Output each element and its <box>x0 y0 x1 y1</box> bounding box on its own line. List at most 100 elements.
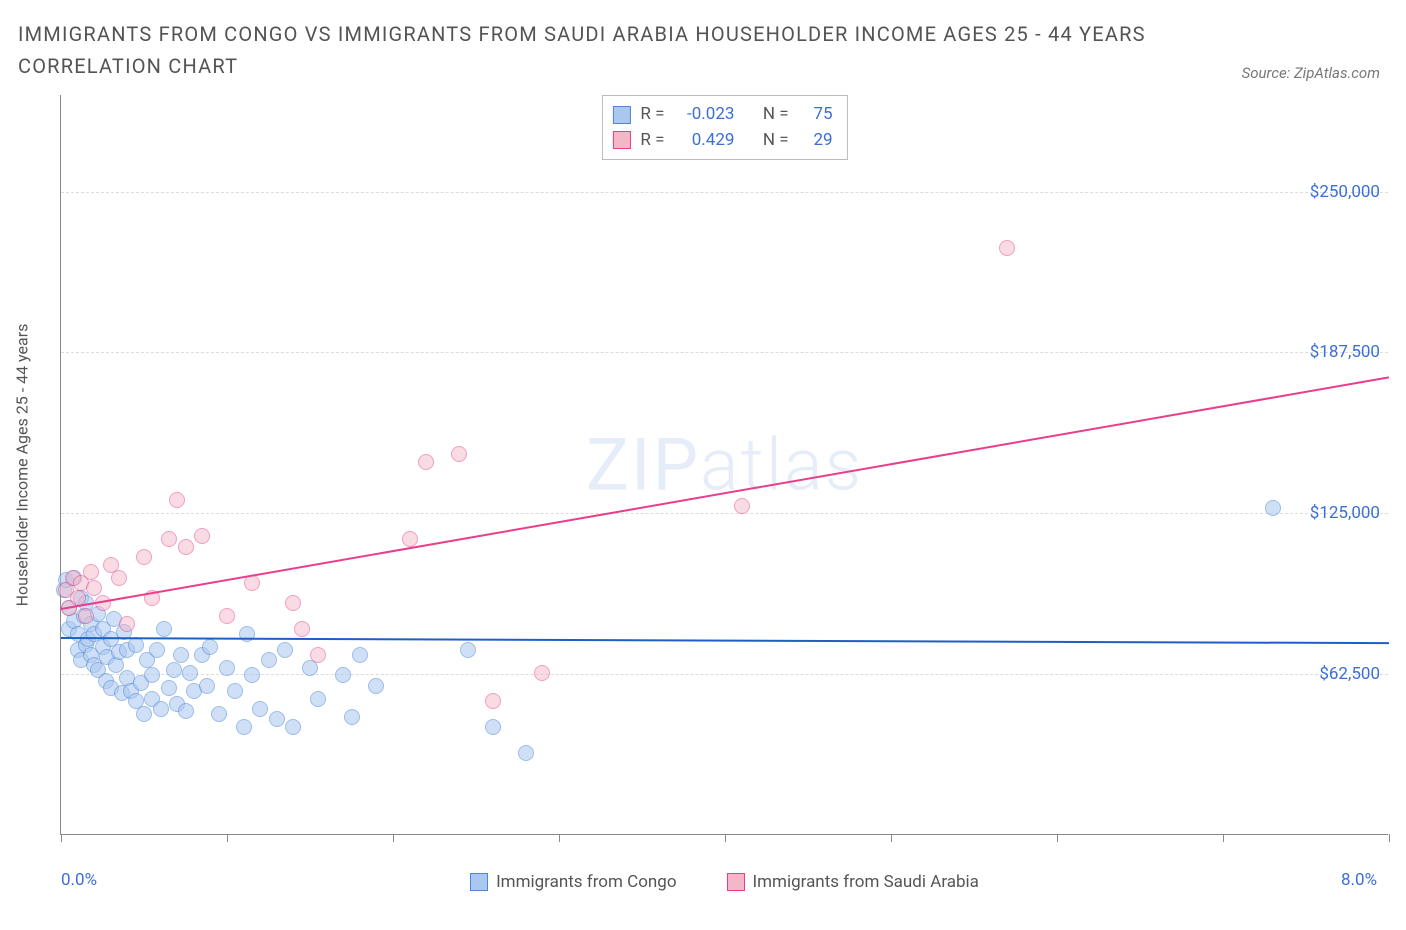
y-tick-label: $62,500 <box>1319 664 1380 684</box>
n-value: 29 <box>799 128 833 154</box>
n-value: 75 <box>799 102 833 128</box>
x-tick <box>227 834 228 842</box>
scatter-point <box>202 639 218 655</box>
scatter-point <box>136 549 152 565</box>
legend-swatch <box>612 131 630 149</box>
scatter-point <box>277 642 293 658</box>
scatter-point <box>219 608 235 624</box>
scatter-point <box>294 621 310 637</box>
scatter-point <box>86 580 102 596</box>
scatter-point <box>166 662 182 678</box>
scatter-point <box>136 706 152 722</box>
scatter-point <box>178 703 194 719</box>
scatter-point <box>310 691 326 707</box>
legend-swatch <box>727 873 745 891</box>
scatter-point <box>244 667 260 683</box>
y-tick-label: $187,500 <box>1310 342 1380 362</box>
scatter-point <box>161 680 177 696</box>
gridline <box>61 513 1388 514</box>
n-label: N = <box>763 102 789 128</box>
scatter-point <box>418 454 434 470</box>
scatter-point <box>239 626 255 642</box>
scatter-point <box>252 701 268 717</box>
legend-series-item: Immigrants from Saudi Arabia <box>727 872 979 892</box>
y-axis-title: Householder Income Ages 25 - 44 years <box>13 324 32 607</box>
gridline <box>61 192 1388 193</box>
scatter-point <box>178 539 194 555</box>
r-label: R = <box>640 102 664 128</box>
chart-title: IMMIGRANTS FROM CONGO VS IMMIGRANTS FROM… <box>18 18 1158 82</box>
scatter-point <box>485 719 501 735</box>
scatter-point <box>149 642 165 658</box>
scatter-point <box>227 683 243 699</box>
legend-swatch <box>612 106 630 124</box>
scatter-point <box>451 446 467 462</box>
scatter-point <box>485 693 501 709</box>
scatter-point <box>261 652 277 668</box>
x-tick <box>1389 834 1390 842</box>
x-tick <box>559 834 560 842</box>
x-tick <box>725 834 726 842</box>
scatter-point <box>285 595 301 611</box>
scatter-point <box>78 608 94 624</box>
scatter-point <box>518 745 534 761</box>
scatter-point <box>211 706 227 722</box>
y-tick-label: $250,000 <box>1310 182 1380 202</box>
scatter-point <box>335 667 351 683</box>
scatter-point <box>153 701 169 717</box>
legend-stats: R = -0.023 N = 75 R = 0.429 N = 29 <box>601 95 847 160</box>
scatter-point <box>173 647 189 663</box>
scatter-point <box>169 492 185 508</box>
r-label: R = <box>640 128 664 154</box>
scatter-point <box>999 240 1015 256</box>
n-label: N = <box>763 128 789 154</box>
trend-line <box>61 637 1389 644</box>
scatter-point <box>269 711 285 727</box>
scatter-point <box>344 709 360 725</box>
x-tick-label: 0.0% <box>61 870 97 890</box>
scatter-point <box>83 564 99 580</box>
scatter-point <box>734 498 750 514</box>
legend-swatch <box>470 873 488 891</box>
chart-source: Source: ZipAtlas.com <box>1242 64 1380 82</box>
chart-container: Householder Income Ages 25 - 44 years ZI… <box>18 95 1388 855</box>
scatter-point <box>199 678 215 694</box>
scatter-point <box>460 642 476 658</box>
scatter-point <box>182 665 198 681</box>
legend-series-label: Immigrants from Saudi Arabia <box>753 872 979 892</box>
scatter-point <box>156 621 172 637</box>
gridline <box>61 352 1388 353</box>
x-tick <box>393 834 394 842</box>
plot-area: ZIPatlas R =-0.023 N =75R =0.429 N =29 I… <box>60 95 1388 835</box>
scatter-point <box>194 528 210 544</box>
trend-line <box>61 377 1389 611</box>
gridline <box>61 674 1388 675</box>
scatter-point <box>402 531 418 547</box>
scatter-point <box>161 531 177 547</box>
chart-header: IMMIGRANTS FROM CONGO VS IMMIGRANTS FROM… <box>0 0 1406 90</box>
scatter-point <box>219 660 235 676</box>
scatter-point <box>310 647 326 663</box>
r-value: -0.023 <box>674 102 734 128</box>
scatter-point <box>368 678 384 694</box>
scatter-point <box>119 616 135 632</box>
y-tick-label: $125,000 <box>1310 503 1380 523</box>
x-tick <box>1057 834 1058 842</box>
scatter-point <box>1265 500 1281 516</box>
scatter-point <box>352 647 368 663</box>
x-tick-label: 8.0% <box>1341 870 1377 890</box>
scatter-point <box>534 665 550 681</box>
legend-series: Immigrants from Congo Immigrants from Sau… <box>61 872 1388 892</box>
x-tick <box>891 834 892 842</box>
legend-stat-row: R = -0.023 N = 75 <box>612 102 832 128</box>
scatter-point <box>285 719 301 735</box>
legend-series-label: Immigrants from Congo <box>496 872 676 892</box>
scatter-point <box>111 570 127 586</box>
scatter-point <box>236 719 252 735</box>
x-tick <box>1223 834 1224 842</box>
legend-stat-row: R = 0.429 N = 29 <box>612 128 832 154</box>
r-value: 0.429 <box>674 128 734 154</box>
x-tick <box>61 834 62 842</box>
scatter-point <box>144 667 160 683</box>
legend-series-item: Immigrants from Congo <box>470 872 676 892</box>
